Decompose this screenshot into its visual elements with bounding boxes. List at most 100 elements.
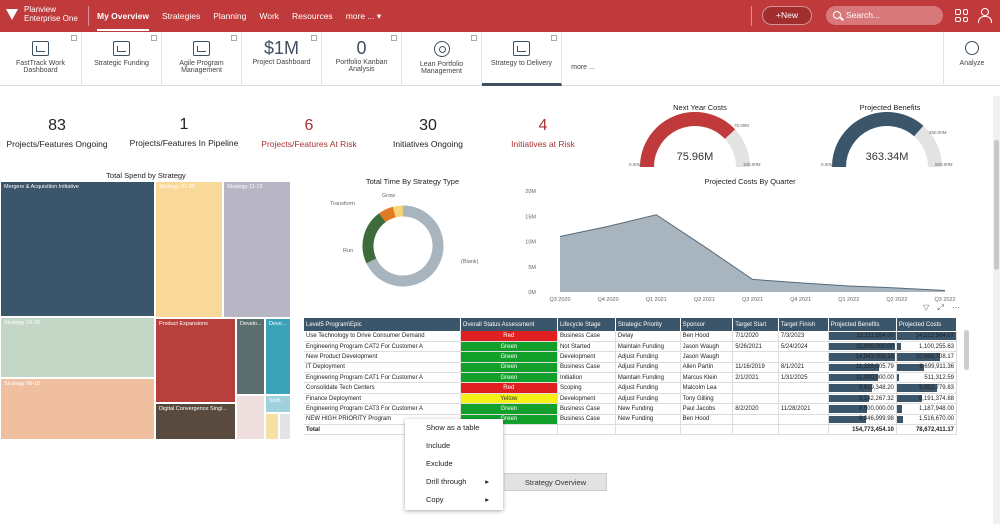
column-header[interactable]: Level5 Program\Epic — [304, 318, 461, 331]
y-tick-label: 10M — [525, 240, 536, 246]
treemap-cell[interactable]: Mergers & Acquisition Initiative — [0, 181, 155, 317]
column-header[interactable]: Strategic Priority — [615, 318, 681, 331]
donut-slice[interactable] — [362, 213, 386, 264]
open-external-icon[interactable] — [471, 35, 477, 41]
column-header[interactable]: Target Finish — [778, 318, 829, 331]
table-row[interactable]: Finance Deployment Yellow Development Adjus… — [304, 393, 958, 405]
user-icon[interactable] — [977, 8, 992, 23]
gauge-projected-benefits[interactable]: 363.34M 0.00M 500.00M 250.00M — [817, 112, 957, 172]
table-row[interactable]: Use Technology to Drive Consumer Demand R… — [304, 331, 958, 342]
kpi-projects-pipeline[interactable]: 1 Projects/Features In Pipeline — [125, 116, 243, 148]
gauge-max: 100.00M — [743, 162, 761, 167]
menu-item-show-as-table[interactable]: Show as a table — [426, 423, 480, 432]
planview-logo[interactable]: Planview Enterprise One — [6, 5, 78, 23]
donut-slice[interactable] — [379, 206, 396, 223]
cell-value: 14,943,055.16 — [855, 353, 894, 360]
donut-slice[interactable] — [366, 205, 444, 287]
submenu-strategy-overview[interactable]: Strategy Overview — [504, 473, 607, 491]
treemap-cell[interactable] — [279, 413, 291, 440]
open-external-icon[interactable] — [551, 35, 557, 41]
table-row[interactable]: IT Deployment Green Business Case Adjust Fu… — [304, 362, 958, 374]
data-bar — [828, 353, 896, 361]
y-tick-label: 5M — [528, 265, 536, 271]
nav-more[interactable]: more ... ▾ — [345, 10, 382, 21]
page-scrollbar[interactable] — [993, 96, 1000, 524]
donut-chart[interactable]: (Blank) Run Transform Grow — [330, 185, 500, 300]
treemap-cell[interactable]: Strategy 16-20 — [0, 317, 155, 378]
treemap-cell[interactable]: Develo... — [236, 318, 265, 395]
table-cell: Malcolm Lea — [680, 382, 734, 394]
column-header[interactable]: Overall Status Assessment — [460, 318, 558, 331]
treemap-cell[interactable]: Deve... — [265, 318, 291, 395]
area-series[interactable] — [560, 214, 945, 292]
column-header[interactable]: Sponsor — [680, 318, 734, 331]
table-scrollbar[interactable] — [964, 330, 969, 370]
kpi-projects-at-risk[interactable]: 6 Projects/Features At Risk — [255, 117, 363, 149]
kpi-initiatives-at-risk[interactable]: 4 Initiatives at Risk — [498, 117, 588, 149]
tile-strategic-funding[interactable]: Strategic Funding — [82, 32, 162, 86]
menu-item-include[interactable]: Include — [426, 441, 451, 450]
projected-costs-chart[interactable]: 0M 5M 10M 15M 20M Q3 2020 Q4 2020 Q1 2021 Q2 202… — [515, 185, 975, 307]
divider — [751, 6, 752, 26]
table-cell: Business Case — [557, 362, 616, 374]
page-scrollbar-thumb[interactable] — [994, 140, 999, 270]
gauge-max: 500.00M — [935, 162, 953, 167]
treemap-cell[interactable]: Digital Convergence Singl... — [155, 403, 236, 440]
analyze-button[interactable]: Analyze — [943, 32, 1000, 86]
tile-lean-portfolio-management[interactable]: Lean Portfolio Management — [402, 32, 482, 86]
table-cell: Adjust Funding — [615, 351, 681, 363]
kpi-projects-ongoing[interactable]: 83 Projects/Features Ongoing — [2, 117, 112, 149]
menu-item-exclude[interactable]: Exclude — [426, 459, 453, 468]
kpi-initiatives-ongoing[interactable]: 30 Initiatives Ongoing — [382, 117, 474, 149]
more-options-icon[interactable]: ⋯ — [952, 303, 961, 312]
table-cell: Consolidate Tech Centers — [304, 382, 461, 394]
table-cell: Ben Hood — [680, 331, 734, 342]
nav-planning[interactable]: Planning — [213, 11, 247, 21]
treemap-cell[interactable]: Strategy 06-10 — [0, 378, 155, 440]
filter-icon[interactable]: ▽ — [923, 303, 930, 312]
treemap-cell[interactable]: Product Expansions — [155, 318, 236, 403]
open-external-icon[interactable] — [391, 35, 397, 41]
column-header[interactable]: Projected Benefits — [828, 318, 897, 331]
open-external-icon[interactable] — [151, 35, 157, 41]
tile-fasttrack-work-dashboard[interactable]: FastTrack Work Dashboard — [0, 32, 82, 86]
nav-resources[interactable]: Resources — [292, 11, 333, 21]
nav-work[interactable]: Work — [259, 11, 280, 21]
tile-strategy-to-delivery[interactable]: Strategy to Delivery — [482, 32, 562, 86]
nav-strategies[interactable]: Strategies — [161, 11, 201, 21]
column-header[interactable]: Lifecycle Stage — [557, 318, 616, 331]
kpi-value: 30 — [419, 117, 437, 134]
tile-more[interactable]: more ... — [562, 32, 604, 86]
tile-portfolio-kanban-analysis[interactable]: 0 Portfolio Kanban Analysis — [322, 32, 402, 86]
nav-my-overview[interactable]: My Overview — [97, 2, 149, 31]
treemap-cell[interactable] — [236, 395, 265, 440]
table-cell: Adjust Funding — [615, 382, 681, 394]
search-input[interactable]: Search... — [826, 6, 943, 25]
gauge-next-year-costs[interactable]: 75.96M 0.00M 100.00M 75.00M — [625, 112, 765, 172]
treemap-cell[interactable]: Shift... — [265, 395, 291, 413]
open-external-icon[interactable] — [231, 35, 237, 41]
new-button[interactable]: +New — [762, 6, 812, 25]
open-external-icon[interactable] — [71, 35, 77, 41]
treemap-cell[interactable] — [265, 413, 279, 440]
apps-grid-icon[interactable] — [955, 9, 968, 22]
table-row[interactable]: NEW HIGH PRIORITY Program Green Business C… — [304, 414, 958, 426]
benefits-cell: 11,228,005.79 — [828, 362, 897, 374]
donut-slice[interactable] — [392, 205, 404, 218]
treemap-cell[interactable]: Strategy 11-15 — [223, 181, 291, 318]
tile-project-dashboard[interactable]: $1M Project Dashboard — [242, 32, 322, 86]
tile-agile-program-management[interactable]: Agile Program Management — [162, 32, 242, 86]
menu-item-drill-through[interactable]: Drill through ▸ — [405, 473, 503, 491]
column-header[interactable]: Target Start — [732, 318, 779, 331]
table-row[interactable]: New Product Development Green Development A… — [304, 351, 958, 363]
column-header[interactable]: Projected Costs — [896, 318, 958, 331]
focus-mode-icon[interactable]: ⤢ — [937, 303, 944, 312]
treemap-cell[interactable]: Strategy 01-05 — [155, 181, 223, 318]
data-bar — [828, 384, 872, 392]
table-row[interactable]: Consolidate Tech Centers Red Scoping Adjust… — [304, 382, 958, 394]
open-external-icon[interactable] — [311, 35, 317, 41]
menu-item-copy[interactable]: Copy ▸ — [405, 491, 503, 509]
